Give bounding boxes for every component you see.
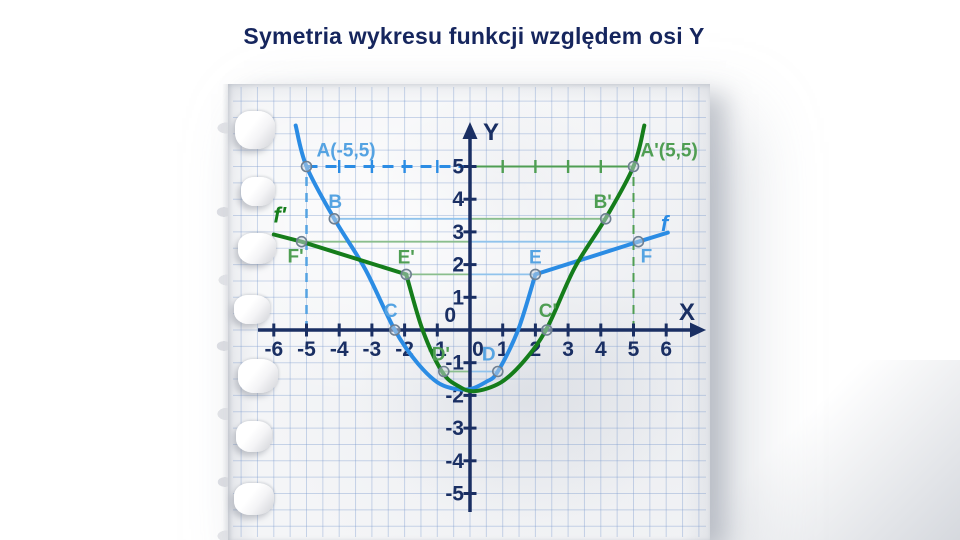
svg-text:-4: -4 (330, 338, 349, 361)
point-label: D (482, 345, 496, 366)
svg-text:Y: Y (483, 119, 499, 146)
point-label: B (328, 192, 342, 213)
punch-hole (241, 177, 275, 206)
axes: XY (258, 119, 706, 512)
punch-hole (235, 111, 275, 149)
svg-text:-4: -4 (445, 450, 464, 473)
point-marker (437, 365, 450, 378)
svg-text:-5: -5 (297, 338, 316, 361)
point-label: E' (398, 247, 415, 268)
point-marker (295, 235, 308, 248)
point-marker (328, 213, 341, 225)
point-markers (295, 160, 645, 378)
point-label: C' (539, 301, 557, 322)
svg-text:-3: -3 (363, 338, 382, 361)
point-marker (599, 213, 612, 225)
point-label: F (641, 247, 653, 268)
svg-text:5: 5 (452, 156, 464, 179)
svg-text:0: 0 (472, 338, 484, 361)
svg-text:f: f (661, 211, 671, 236)
point-label: A'(5,5) (641, 141, 698, 162)
punch-hole (238, 359, 278, 393)
svg-text:-1: -1 (445, 352, 464, 375)
torn-paper-edge (210, 84, 232, 540)
punch-hole (234, 295, 270, 324)
svg-text:f': f' (273, 203, 286, 228)
symmetry-helper-lines (301, 160, 639, 373)
point-labels: A(-5,5) A'(5,5) B B' C C' D D' E E' F F' (288, 141, 698, 366)
svg-text:3: 3 (452, 221, 464, 244)
axis-ticks (272, 165, 668, 495)
point-label: D' (432, 345, 450, 366)
svg-text:0: 0 (444, 304, 456, 327)
point-marker (388, 324, 401, 336)
point-label: E (529, 247, 542, 268)
point-marker (400, 268, 413, 281)
svg-text:5: 5 (628, 338, 640, 361)
svg-text:-3: -3 (445, 417, 464, 440)
punch-hole (238, 233, 276, 264)
svg-text:2: 2 (452, 254, 464, 277)
svg-text:X: X (679, 299, 695, 326)
point-marker (632, 235, 645, 248)
point-marker (491, 365, 504, 378)
svg-text:4: 4 (595, 338, 607, 361)
svg-text:1: 1 (452, 286, 464, 309)
point-marker (300, 160, 313, 173)
curve-name-labels: f f' (273, 203, 670, 237)
svg-text:4: 4 (452, 188, 464, 211)
point-label: A(-5,5) (317, 141, 376, 162)
point-label: B' (594, 192, 612, 213)
page-title: Symetria wykresu funkcji względem osi Y (243, 23, 705, 49)
svg-text:-6: -6 (264, 338, 283, 361)
svg-text:3: 3 (562, 338, 574, 361)
punch-hole (234, 483, 274, 515)
svg-text:6: 6 (660, 338, 672, 361)
point-label: F' (288, 247, 304, 268)
point-label: C (384, 301, 398, 322)
point-marker (540, 324, 553, 336)
punch-hole (236, 421, 272, 452)
point-marker (529, 268, 542, 281)
svg-text:-5: -5 (445, 483, 464, 506)
point-marker (627, 160, 640, 173)
